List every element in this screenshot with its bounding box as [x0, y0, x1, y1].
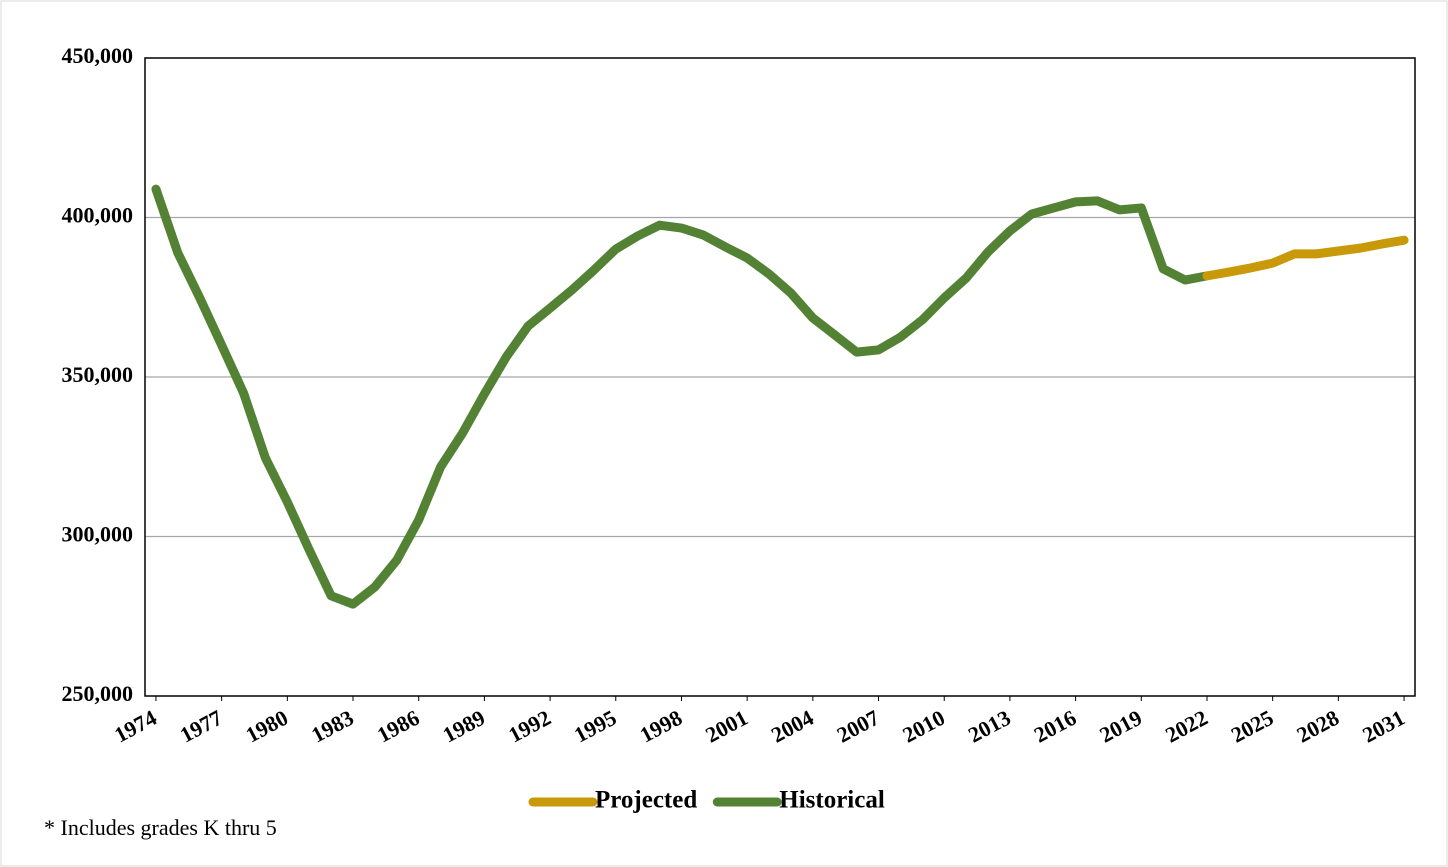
- y-tick-label: 300,000: [62, 522, 134, 547]
- line-series: [151, 184, 1212, 609]
- y-tick-label: 450,000: [62, 43, 134, 68]
- legend-label: Historical: [779, 787, 885, 814]
- footnote: * Includes grades K thru 5: [44, 815, 277, 840]
- y-tick-label: 350,000: [62, 362, 134, 387]
- line-series: [1202, 235, 1409, 281]
- legend-label: Projected: [595, 787, 697, 814]
- y-tick-label: 400,000: [62, 203, 134, 228]
- y-tick-label: 250,000: [62, 681, 134, 706]
- plot-area: [144, 57, 1416, 697]
